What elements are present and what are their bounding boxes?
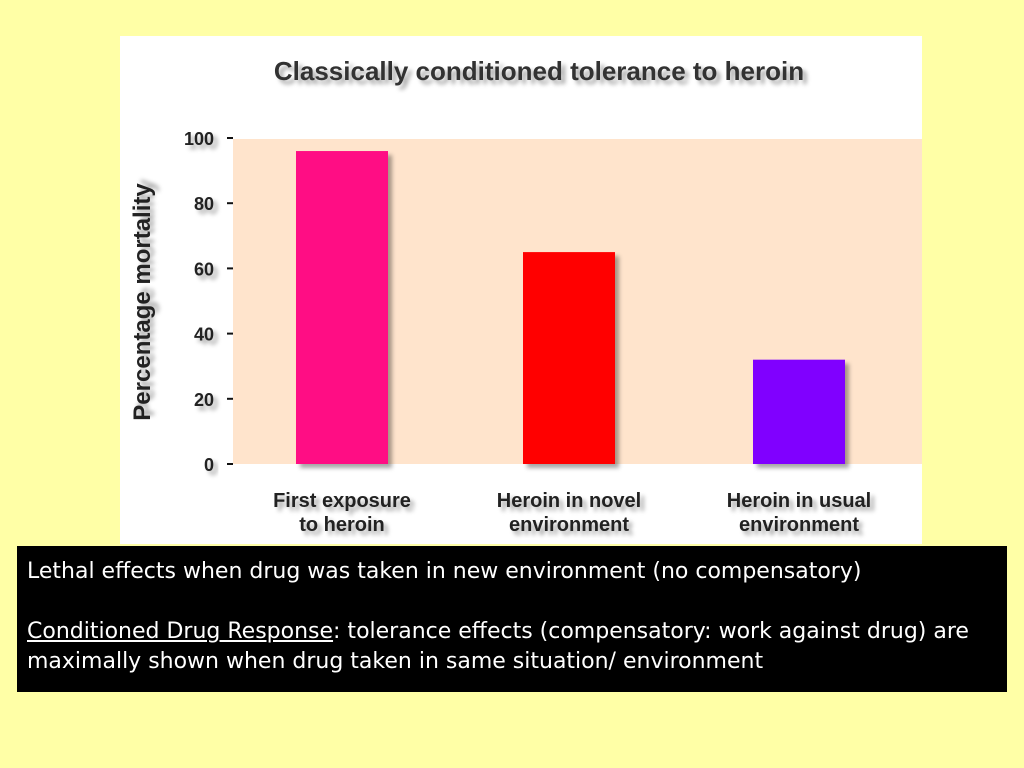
y-tick-label: 20: [194, 390, 214, 410]
caption-box: Lethal effects when drug was taken in ne…: [17, 546, 1007, 692]
caption-spacer: [27, 587, 997, 617]
chart-panel: Classically conditioned tolerance to her…: [120, 36, 922, 544]
chart-title: Classically conditioned tolerance to her…: [274, 56, 804, 86]
bar: [523, 252, 615, 464]
caption-definition-paragraph: Conditioned Drug Response: tolerance eff…: [27, 617, 997, 677]
y-axis-label: Percentage mortality: [129, 183, 156, 421]
x-category-label: Heroin in novel: [497, 490, 641, 512]
bar-chart: Classically conditioned tolerance to her…: [129, 56, 922, 536]
caption-line-lethal-effects: Lethal effects when drug was taken in ne…: [27, 559, 862, 584]
bar: [753, 359, 845, 464]
x-category-label: environment: [739, 514, 859, 536]
x-category-label: environment: [509, 514, 629, 536]
x-category-label: Heroin in usual: [727, 490, 871, 512]
conditioned-drug-response-definition: : tolerance effects (compensatory: work …: [27, 619, 969, 674]
y-tick-label: 100: [184, 129, 214, 149]
y-tick-label: 0: [204, 455, 214, 475]
x-category-label: First exposure: [273, 490, 411, 512]
bar: [296, 151, 388, 464]
conditioned-drug-response-term: Conditioned Drug Response: [27, 619, 334, 644]
x-category-label: to heroin: [299, 514, 385, 536]
y-tick-label: 60: [194, 259, 214, 279]
y-tick-label: 80: [194, 194, 214, 214]
y-tick-label: 40: [194, 325, 214, 345]
